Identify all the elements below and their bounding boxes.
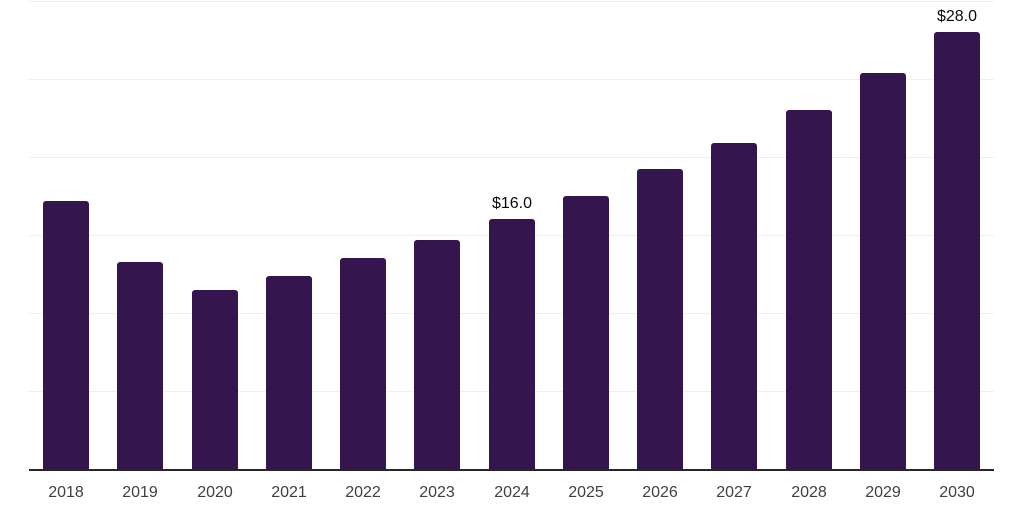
x-tick-label-2025: 2025	[568, 484, 604, 501]
bar-2018	[43, 201, 89, 469]
bar-2019	[117, 262, 163, 469]
x-tick-label-2022: 2022	[345, 484, 381, 501]
x-tick-label-2018: 2018	[48, 484, 84, 501]
x-tick-label-2020: 2020	[197, 484, 233, 501]
bar-2030	[934, 32, 980, 469]
bar-2024	[489, 219, 535, 469]
data-label-2030: $28.0	[936, 8, 978, 25]
x-axis-line	[29, 469, 994, 471]
x-tick-label-2024: 2024	[494, 484, 530, 501]
x-tick-label-2023: 2023	[419, 484, 455, 501]
data-label-2024: $16.0	[491, 195, 533, 212]
bar-2020	[192, 290, 238, 469]
bar-2025	[563, 196, 609, 469]
x-tick-label-2030: 2030	[939, 484, 975, 501]
gridline	[29, 79, 994, 80]
bar-2028	[786, 110, 832, 469]
x-tick-label-2026: 2026	[642, 484, 678, 501]
bar-2022	[340, 258, 386, 469]
bar-2021	[266, 276, 312, 469]
bar-2029	[860, 73, 906, 469]
x-tick-label-2028: 2028	[791, 484, 827, 501]
gridline	[29, 157, 994, 158]
bar-2023	[414, 240, 460, 469]
bar-2027	[711, 143, 757, 469]
x-tick-label-2029: 2029	[865, 484, 901, 501]
x-tick-label-2021: 2021	[271, 484, 307, 501]
bar-2026	[637, 169, 683, 469]
x-tick-label-2027: 2027	[716, 484, 752, 501]
x-tick-label-2019: 2019	[122, 484, 158, 501]
gridline	[29, 1, 994, 2]
